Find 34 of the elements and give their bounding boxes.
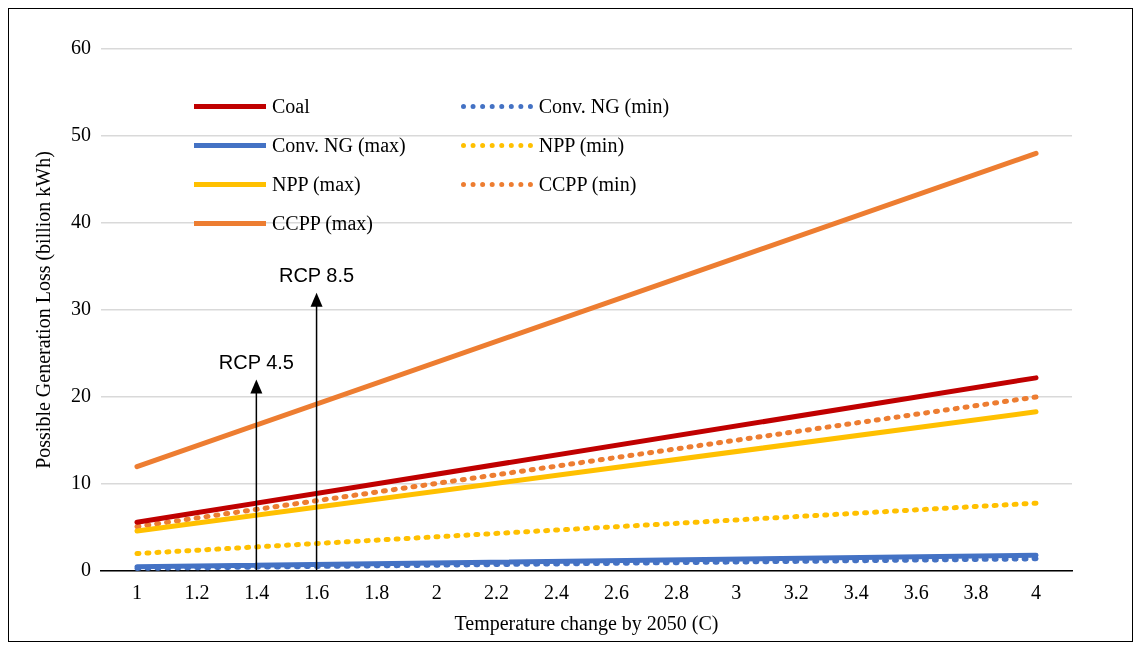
x-tick-label: 2 xyxy=(431,581,442,604)
y-tick-label: 60 xyxy=(71,36,91,59)
legend-label: CCPP (min) xyxy=(538,173,637,196)
x-tick-label: 4 xyxy=(1031,581,1042,604)
x-tick-label: 1.6 xyxy=(304,581,330,604)
legend-label: NPP (max) xyxy=(272,173,361,196)
x-tick-label: 1.4 xyxy=(244,581,270,604)
y-tick-label: 50 xyxy=(71,123,91,146)
legend-label: NPP (min) xyxy=(538,134,625,157)
x-tick-label: 1 xyxy=(131,581,142,604)
x-tick-label: 2.2 xyxy=(484,581,510,604)
x-tick-label: 3 xyxy=(731,581,742,604)
x-tick-label: 3.8 xyxy=(963,581,989,604)
annotation: RCP 8.5 xyxy=(278,264,355,287)
x-tick-label: 2.8 xyxy=(663,581,689,604)
y-tick-label: 40 xyxy=(71,210,91,233)
legend-label: Conv. NG (max) xyxy=(272,134,406,157)
x-tick-label: 2.6 xyxy=(603,581,629,604)
x-tick-label: 3.6 xyxy=(903,581,929,604)
x-tick-label: 3.2 xyxy=(783,581,809,604)
x-tick-label: 2.4 xyxy=(544,581,570,604)
legend-label: Conv. NG (min) xyxy=(538,95,670,118)
legend-label: CCPP (max) xyxy=(272,212,373,235)
y-tick-label: 20 xyxy=(71,384,91,407)
y-tick-label: 10 xyxy=(71,471,91,494)
y-tick-label: 0 xyxy=(81,558,91,581)
x-tick-label: 1.2 xyxy=(184,581,210,604)
y-axis-title: Possible Generation Loss (billion kWh) xyxy=(32,151,56,469)
x-tick-label: 3.4 xyxy=(843,581,869,604)
y-tick-label: 30 xyxy=(71,297,91,320)
x-tick-label: 1.8 xyxy=(364,581,390,604)
legend-label: Coal xyxy=(272,95,310,118)
x-axis-title: Temperature change by 2050 (C) xyxy=(454,612,719,636)
annotation: RCP 4.5 xyxy=(218,350,294,373)
